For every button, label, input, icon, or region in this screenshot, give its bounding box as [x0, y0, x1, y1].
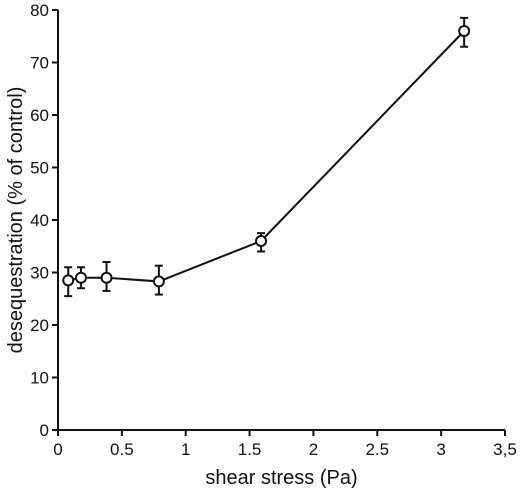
- y-tick-label: 50: [30, 159, 49, 178]
- x-tick-label: 1.5: [238, 440, 262, 459]
- y-axis-title: desequestration (% of control): [5, 87, 27, 354]
- data-point: [74, 271, 87, 284]
- x-tick-label: 0: [53, 440, 62, 459]
- y-tick-label: 60: [30, 106, 49, 125]
- x-tick-label: 2: [309, 440, 318, 459]
- data-point: [255, 235, 268, 247]
- y-tick-label: 80: [30, 1, 49, 20]
- y-axis-ticks: 0 10 20 30 40 50 60 70 80: [30, 1, 58, 440]
- x-tick-label: 2.5: [365, 440, 389, 459]
- y-tick-label: 20: [30, 316, 49, 335]
- y-tick-label: 40: [30, 211, 49, 230]
- x-tick-label: 1: [181, 440, 190, 459]
- y-tick-label: 0: [40, 421, 49, 440]
- x-tick-label: 3,5: [493, 440, 517, 459]
- series-layer: [62, 16, 471, 298]
- y-tick-label: 10: [30, 369, 49, 388]
- data-point: [152, 275, 165, 288]
- x-tick-label: 0.5: [110, 440, 134, 459]
- x-axis-ticks: 0 0.5 1 1.5 2 2.5 3 3,5: [53, 430, 517, 459]
- data-point: [62, 274, 75, 287]
- data-point: [100, 271, 113, 284]
- data-point: [458, 25, 471, 37]
- y-tick-label: 70: [30, 54, 49, 73]
- plot-area: 0 0.5 1 1.5 2 2.5 3 3,5 0 10 20 30 40 50 60 70 80: [30, 1, 517, 459]
- y-tick-label: 30: [30, 264, 49, 283]
- x-tick-label: 3: [436, 440, 445, 459]
- x-axis-title: shear stress (Pa): [205, 467, 357, 489]
